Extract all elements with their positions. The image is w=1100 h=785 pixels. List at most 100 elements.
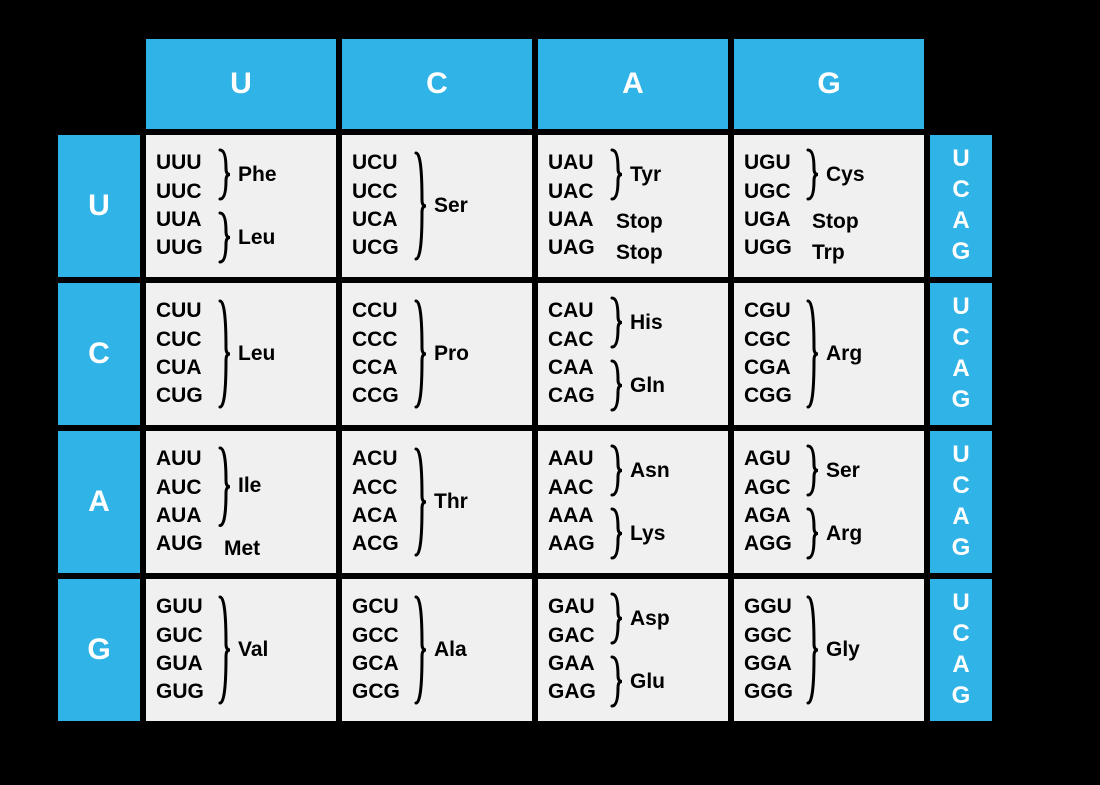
aa-list: Ala [414,587,522,713]
bracket-icon [218,146,232,203]
bracket-icon [414,445,428,559]
cell-C-C: CCUCCCCCACCG Pro [339,280,535,428]
bracket-icon [218,444,232,530]
codon-list: CUUCUCCUACUG [156,297,218,410]
bracket-icon [414,297,428,411]
cell-C-U: CUUCUCCUACUG Leu [143,280,339,428]
aa-label: Gln [630,374,665,398]
aa-list: His Gln [610,291,718,417]
codon-list: GUUGUCGUAGUG [156,593,218,706]
cell-A-A: AAUAACAAAAAG Asn Lys [535,428,731,576]
codon-list: AGUAGCAGAAGG [744,445,806,558]
cell-C-A: CAUCACCAACAG His Gln [535,280,731,428]
codon-list: AAUAACAAAAAG [548,445,610,558]
aa-list: Gly [806,587,914,713]
col-header-C: C [339,36,535,132]
codon-list: CAUCACCAACAG [548,297,610,410]
cell-C-G: CGUCGCCGACGG Arg [731,280,927,428]
codon-list: ACUACCACAACG [352,445,414,558]
aa-label: Lys [630,522,665,546]
cell-G-A: GAUGACGAAGAG Asp Glu [535,576,731,724]
aa-list: Ser [414,143,522,269]
aa-label: Ala [434,638,467,662]
aa-label: Phe [238,163,277,187]
codon-list: GGUGGCGGAGGG [744,593,806,706]
aa-label: Ile [238,474,261,498]
row-header-U: U [55,132,143,280]
aa-label: Thr [434,490,468,514]
aa-list: Ile Met [218,439,326,565]
cell-G-C: GCUGCCGCAGCG Ala [339,576,535,724]
row-header-C: C [55,280,143,428]
bracket-icon [806,297,820,411]
codon-list: UGUUGCUGAUGG [744,149,806,262]
aa-label: Gly [826,638,860,662]
aa-label: Val [238,638,268,662]
aa-list: Val [218,587,326,713]
codon-list: CCUCCCCCACCG [352,297,414,410]
row-header-G: G [55,576,143,724]
codon-list: GCUGCCGCAGCG [352,593,414,706]
bracket-icon [414,593,428,707]
bracket-icon [218,209,232,266]
aa-label: Leu [238,342,275,366]
cell-A-U: AUUAUCAUAAUG Ile Met [143,428,339,576]
aa-label: Tyr [630,163,661,187]
codon-list: AUUAUCAUAAUG [156,445,218,558]
bracket-icon [806,442,820,499]
aa-label: Leu [238,226,275,250]
col-header-U: U [143,36,339,132]
cell-U-A: UAUUACUAAUAG Tyr Stop Stop [535,132,731,280]
aa-label: Stop [616,210,663,234]
bracket-icon [610,653,624,710]
corner-top-right [927,36,995,132]
bracket-icon [414,149,428,263]
col-header-G: G [731,36,927,132]
bracket-icon [806,593,820,707]
cell-U-C: UCUUCCUCAUCG Ser [339,132,535,280]
codon-list: UAUUACUAAUAG [548,149,610,262]
bracket-icon [806,505,820,562]
aa-list: Thr [414,439,522,565]
aa-label: Met [224,537,260,561]
aa-label: Asp [630,607,670,631]
aa-list: Pro [414,291,522,417]
cell-A-G: AGUAGCAGAAGG Ser Arg [731,428,927,576]
aa-list: Phe Leu [218,143,326,269]
aa-label: Ser [434,194,468,218]
bracket-icon [610,357,624,414]
codon-list: CGUCGCCGACGG [744,297,806,410]
aa-list: Tyr Stop Stop [610,143,718,269]
aa-list: Cys Stop Trp [806,143,914,269]
third-pos-C: UCAG [927,280,995,428]
codon-list: UCUUCCUCAUCG [352,149,414,262]
cell-U-U: UUUUUCUUAUUG Phe Leu [143,132,339,280]
third-pos-U: UCAG [927,132,995,280]
bracket-icon [610,590,624,647]
aa-list: Arg [806,291,914,417]
bracket-icon [610,442,624,499]
aa-label: His [630,311,663,335]
aa-label: Arg [826,522,862,546]
third-pos-A: UCAG [927,428,995,576]
cell-G-G: GGUGGCGGAGGG Gly [731,576,927,724]
aa-list: Asp Glu [610,587,718,713]
bracket-icon [218,297,232,411]
bracket-icon [806,146,820,203]
aa-label: Cys [826,163,865,187]
third-pos-G: UCAG [927,576,995,724]
bracket-icon [610,505,624,562]
aa-list: Ser Arg [806,439,914,565]
corner-top-left [55,36,143,132]
aa-label: Arg [826,342,862,366]
aa-label: Trp [812,241,845,265]
row-header-A: A [55,428,143,576]
aa-label: Ser [826,459,860,483]
bracket-icon [610,146,624,203]
bracket-icon [610,294,624,351]
codon-list: UUUUUCUUAUUG [156,149,218,262]
cell-U-G: UGUUGCUGAUGG Cys Stop Trp [731,132,927,280]
aa-label: Stop [812,210,859,234]
aa-list: Asn Lys [610,439,718,565]
aa-label: Stop [616,241,663,265]
